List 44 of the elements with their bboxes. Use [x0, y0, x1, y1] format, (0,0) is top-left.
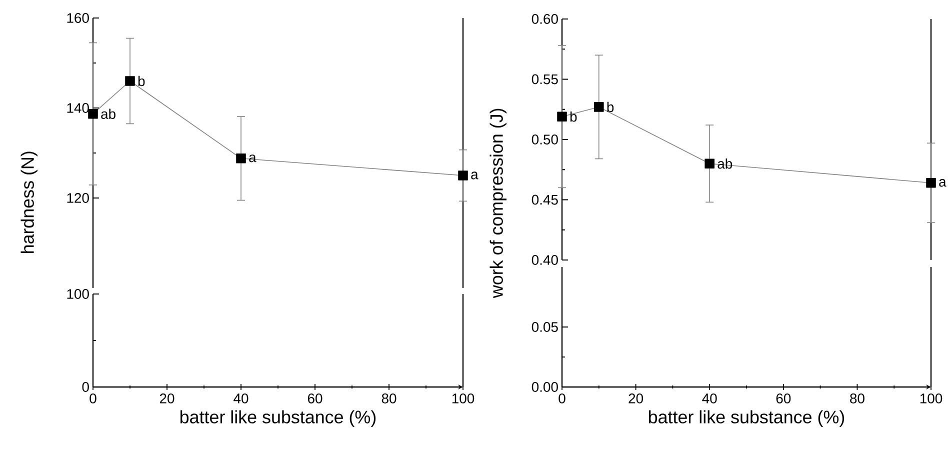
- y-tick-label: 0.40: [532, 255, 558, 265]
- annotation: b: [607, 102, 614, 112]
- y-tick-label: 0.45: [532, 194, 558, 205]
- x-tick-label: 100: [920, 394, 942, 404]
- x-axis-title: batter like substance (%): [648, 410, 844, 427]
- annotation: b: [570, 111, 577, 122]
- x-tick-label: 80: [382, 394, 396, 404]
- point: [926, 178, 936, 188]
- y-axis-title: hardness (N): [20, 152, 38, 253]
- x-tick-label: 20: [628, 394, 644, 404]
- x-tick-label: 0: [90, 394, 96, 404]
- annotation: a: [939, 179, 946, 187]
- annotation: a: [249, 154, 256, 162]
- y-tick-label: 120: [67, 193, 89, 203]
- y-tick-label: 140: [67, 103, 89, 113]
- y-tick-label: 0.55: [532, 74, 558, 84]
- x-tick-label: 100: [452, 394, 474, 404]
- x-tick-label: 60: [776, 394, 791, 404]
- point: [704, 158, 715, 168]
- x-axis-title: batter like substance (%): [180, 410, 376, 427]
- point: [88, 108, 98, 119]
- y-tick-label: 100: [67, 289, 89, 299]
- annotation: a: [471, 172, 478, 180]
- point: [125, 76, 135, 86]
- y-tick-label: 160: [67, 13, 89, 23]
- y-tick-label: 0.60: [532, 14, 558, 24]
- x-tick-label: 80: [850, 394, 864, 404]
- point: [236, 154, 246, 164]
- y-tick-label: 0.05: [532, 322, 558, 332]
- annotation: ab: [101, 108, 116, 119]
- y-tick-label: 0.00: [532, 382, 558, 392]
- point: [557, 112, 567, 122]
- y-tick-label: 0.50: [532, 134, 558, 144]
- x-tick-label: 60: [308, 394, 322, 404]
- x-tick-label: 20: [160, 394, 174, 404]
- y-axis-title: work of compression (J): [490, 108, 506, 298]
- annotation: b: [138, 76, 145, 86]
- x-tick-label: 0: [558, 394, 566, 404]
- x-tick-label: 40: [234, 394, 248, 404]
- annotation: ab: [718, 158, 732, 169]
- y-tick-label: 0: [82, 382, 89, 392]
- x-tick-label: 40: [702, 394, 717, 404]
- point: [594, 102, 604, 112]
- point: [458, 170, 468, 180]
